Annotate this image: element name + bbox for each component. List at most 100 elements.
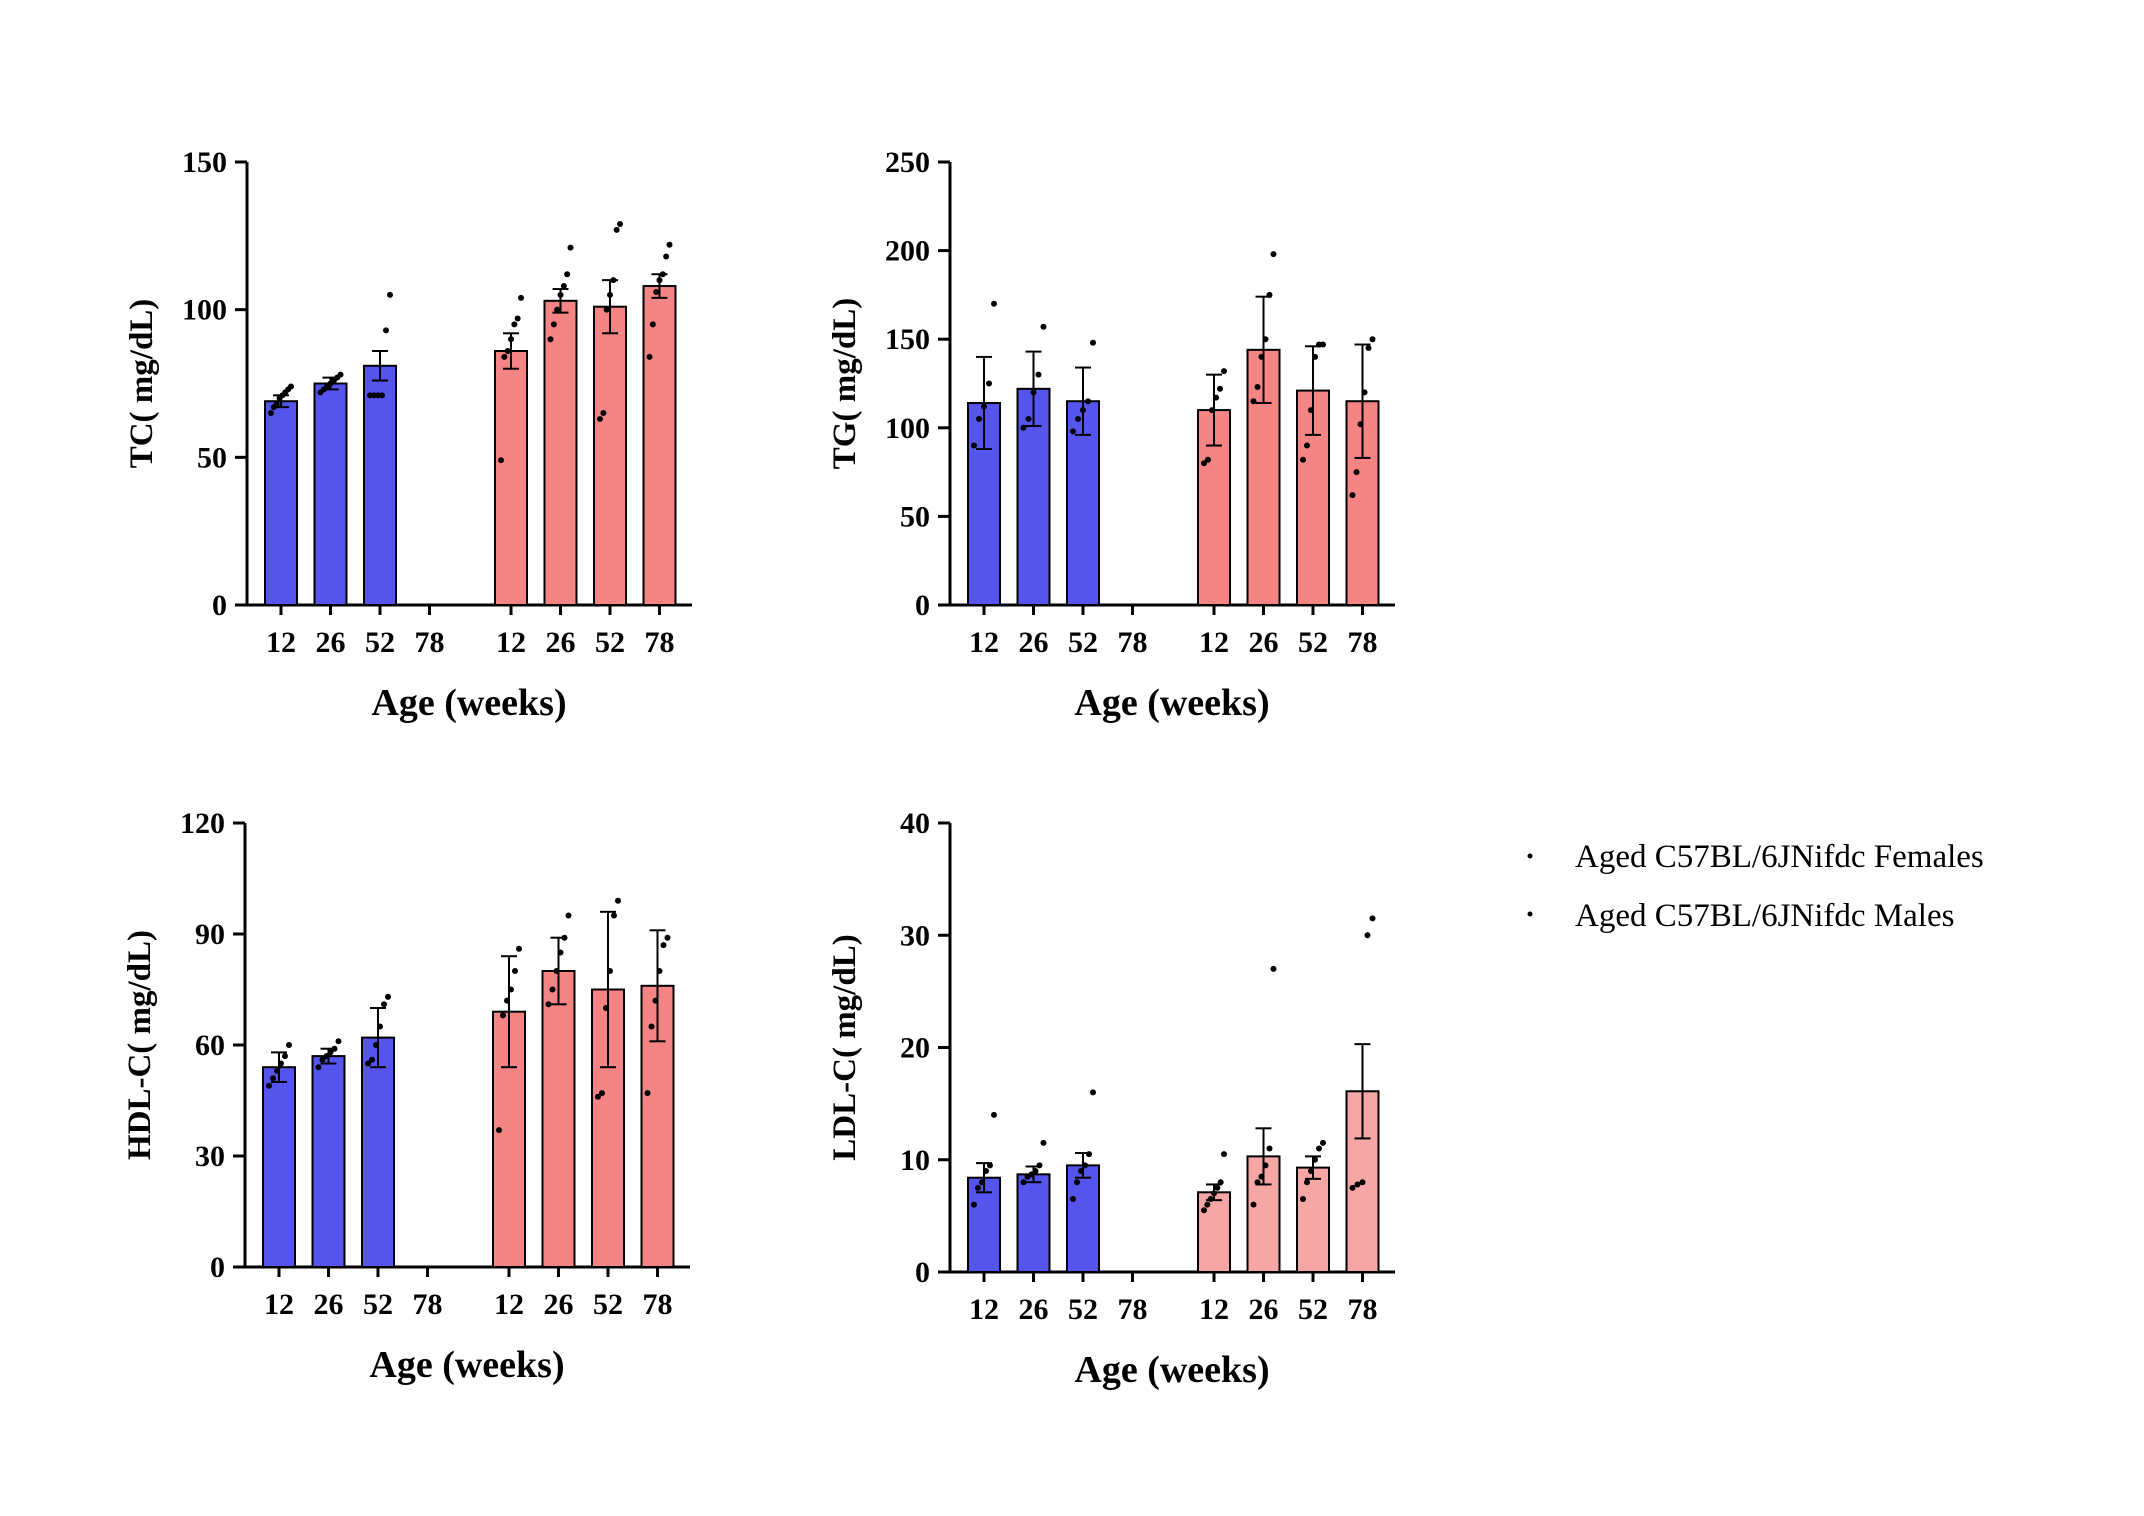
data-point [373,1042,379,1048]
data-point [288,383,294,390]
data-point [1221,1151,1227,1158]
data-point [1349,1184,1356,1191]
x-axis-title: Age (weeks) [1074,682,1269,724]
data-point [385,993,391,1000]
data-point [282,1053,288,1060]
x-tick-label: 26 [316,626,346,659]
y-tick-label: 150 [182,146,227,179]
data-point [991,300,997,307]
data-point [646,353,653,360]
x-tick-label: 12 [969,626,999,659]
data-point [1316,1145,1322,1152]
data-point [1040,323,1047,330]
data-point [1304,442,1310,449]
data-point [504,348,511,355]
data-point [547,336,554,343]
data-point [1080,407,1086,414]
data-point [1086,1151,1092,1158]
y-tick-label: 0 [210,1251,225,1284]
data-point [1090,339,1096,346]
data-point [1258,1173,1265,1180]
data-point [554,306,561,313]
data-point [501,353,508,360]
y-tick-label: 0 [915,589,930,622]
data-point [335,1038,342,1045]
data-point [1270,965,1277,972]
legend-item-females: Aged C57BL/6JNifdc Females [1527,839,1984,875]
data-point [1032,1167,1039,1174]
y-tick-label: 90 [195,918,225,951]
data-point [664,934,671,941]
legend-item-males: Aged C57BL/6JNifdc Males [1527,898,1954,934]
data-point [498,457,504,464]
data-point [1353,469,1360,476]
data-point [987,1162,993,1169]
chart-panel-tg: 0 50 100 150 200 250 TG( mg/dL) 12 26 52 78 12 26 52 7… [827,146,1395,724]
data-point [500,1012,506,1019]
data-point [550,321,557,328]
data-point [1300,1196,1306,1203]
data-point [1258,353,1265,360]
data-point [1204,1201,1211,1208]
bar [311,1055,346,1268]
data-point [1082,1162,1088,1169]
data-point [1036,1162,1043,1169]
x-tick-label: 52 [593,1288,623,1321]
data-point [1028,1171,1035,1178]
data-point [1201,1207,1207,1214]
data-point [1090,1089,1096,1096]
data-point [983,1167,989,1174]
data-point [377,1023,383,1030]
data-point [331,1045,338,1052]
bar [593,305,627,606]
data-point [979,1179,985,1186]
data-point [991,1111,997,1118]
data-point [504,997,510,1004]
data-point [557,949,564,956]
data-point [653,288,660,295]
x-tick-label: 12 [969,1293,999,1326]
data-point [496,1127,502,1134]
x-tick-label: 52 [1298,626,1328,659]
data-point [1364,932,1371,939]
data-point [1262,336,1269,343]
data-point [1320,1139,1326,1146]
x-tick-label: 26 [546,626,576,659]
data-point [1365,345,1372,352]
data-point [1300,456,1306,463]
data-point [644,1090,651,1097]
data-point [986,380,992,387]
data-point [1250,398,1257,405]
data-point [1262,1162,1269,1169]
x-tick-label: 52 [1068,626,1098,659]
data-point [1207,1196,1214,1203]
data-point [1217,385,1223,392]
data-point [1254,384,1261,391]
x-tick-label: 78 [645,626,675,659]
x-tick-label: 78 [1348,1293,1378,1326]
data-point [597,415,603,422]
y-tick-label: 150 [885,323,930,356]
data-point [545,1001,552,1008]
data-point [365,1060,371,1067]
data-point [1250,1201,1257,1208]
x-tick-label: 26 [1019,626,1049,659]
x-tick-label: 26 [1019,1293,1049,1326]
data-point [656,968,663,974]
data-point [595,1093,601,1100]
x-tick-label: 78 [413,1288,443,1321]
chart-panel-hdl: 0 30 60 90 120 HDL-C( mg/dL) 12 26 52 78 12 26 52 78 A… [122,807,690,1386]
data-point [1070,1196,1076,1203]
data-point [1312,353,1318,360]
legend: Aged C57BL/6JNifdc Females Aged C57BL/6J… [1527,839,1984,934]
data-point [607,968,613,974]
bar [361,1036,395,1268]
y-tick-label: 60 [195,1029,225,1062]
chart-panel-tc: 0 50 100 150 TC( mg/dL) 12 26 52 78 12 26 52 78 Age (… [124,146,692,724]
legend-label-males: Aged C57BL/6JNifdc Males [1575,898,1954,934]
data-point [1214,1184,1221,1191]
bar [642,285,677,606]
data-point [666,241,673,248]
data-point [1211,1190,1217,1197]
